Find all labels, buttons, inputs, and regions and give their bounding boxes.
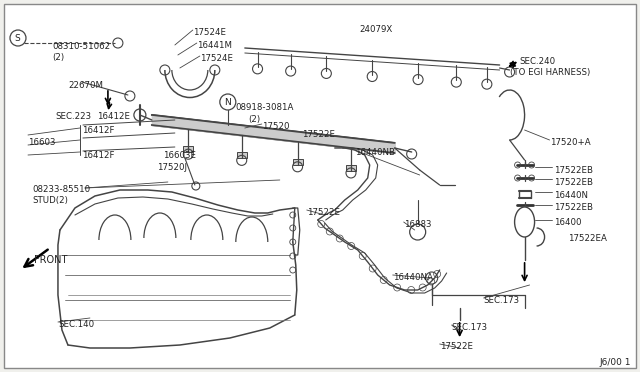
Ellipse shape	[515, 207, 534, 237]
Text: STUD(2): STUD(2)	[32, 196, 68, 205]
Text: 17524E: 17524E	[200, 54, 233, 63]
FancyBboxPatch shape	[346, 165, 356, 171]
Text: 17522EB: 17522EB	[554, 178, 593, 187]
Text: S: S	[14, 34, 20, 43]
Text: 16400: 16400	[554, 218, 581, 227]
Text: 16412E: 16412E	[97, 112, 130, 121]
Text: SEC.140: SEC.140	[58, 320, 94, 329]
FancyBboxPatch shape	[292, 159, 303, 165]
Text: 08233-85510: 08233-85510	[32, 185, 90, 194]
Text: 22670M: 22670M	[68, 81, 103, 90]
Text: FRONT: FRONT	[34, 255, 67, 265]
Text: SEC.173: SEC.173	[452, 323, 488, 332]
Text: 16603E: 16603E	[163, 151, 196, 160]
FancyBboxPatch shape	[237, 153, 246, 158]
Text: 24079X: 24079X	[360, 25, 393, 34]
Text: 16603: 16603	[28, 138, 56, 147]
Text: (2): (2)	[248, 115, 260, 124]
Text: 16412F: 16412F	[82, 126, 115, 135]
Text: 16441M: 16441M	[197, 41, 232, 50]
Text: 16440NB: 16440NB	[355, 148, 395, 157]
Text: 17522E: 17522E	[440, 342, 473, 351]
FancyBboxPatch shape	[183, 146, 193, 152]
Text: 17520J: 17520J	[157, 163, 187, 172]
Text: 17522E: 17522E	[302, 130, 335, 139]
Text: 16440NA: 16440NA	[393, 273, 433, 282]
Text: 16440N: 16440N	[554, 191, 588, 200]
Text: SEC.173: SEC.173	[484, 296, 520, 305]
FancyBboxPatch shape	[4, 4, 636, 368]
Text: (2): (2)	[52, 53, 64, 62]
Text: N: N	[224, 98, 230, 107]
Text: 17522EA: 17522EA	[568, 234, 607, 243]
Text: 17520: 17520	[262, 122, 289, 131]
Text: 16412F: 16412F	[82, 151, 115, 160]
Text: J6/00 1: J6/00 1	[600, 358, 631, 367]
Text: 17522EB: 17522EB	[554, 166, 593, 175]
Text: 17522E: 17522E	[307, 208, 340, 217]
Text: 16883: 16883	[404, 220, 431, 229]
Text: (TO EGI HARNESS): (TO EGI HARNESS)	[509, 68, 590, 77]
Text: 08918-3081A: 08918-3081A	[236, 103, 294, 112]
Text: 17520+A: 17520+A	[550, 138, 590, 147]
Text: SEC.240: SEC.240	[520, 57, 556, 66]
Text: 08310-51062: 08310-51062	[52, 42, 110, 51]
Text: SEC.223: SEC.223	[55, 112, 91, 121]
Text: 17524E: 17524E	[193, 28, 226, 37]
Text: 17522EB: 17522EB	[554, 203, 593, 212]
